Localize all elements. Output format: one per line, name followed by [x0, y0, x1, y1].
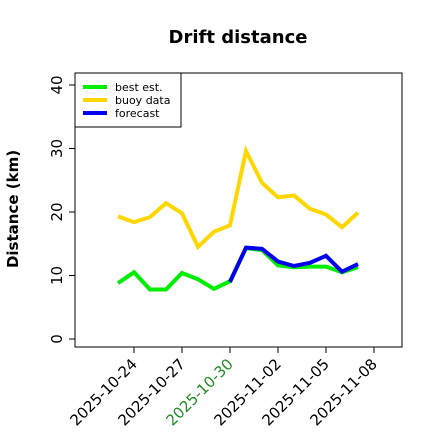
legend-label: buoy data [115, 94, 170, 107]
y-tick-label: 20 [48, 202, 66, 221]
series-line [228, 245, 359, 283]
series-line [117, 145, 360, 251]
y-tick-label: 30 [48, 139, 66, 158]
y-tick-label: 10 [48, 266, 66, 285]
y-axis-label: Distance (km) [4, 150, 22, 268]
chart-title: Drift distance [169, 27, 308, 48]
plot-area: 0102030402025-10-242025-10-272025-10-302… [48, 72, 403, 429]
plot-frame [74, 72, 403, 348]
y-tick-label: 0 [48, 334, 66, 344]
legend-label: best est. [115, 81, 163, 94]
legend-label: forecast [115, 107, 160, 120]
y-tick-label: 40 [48, 75, 66, 94]
